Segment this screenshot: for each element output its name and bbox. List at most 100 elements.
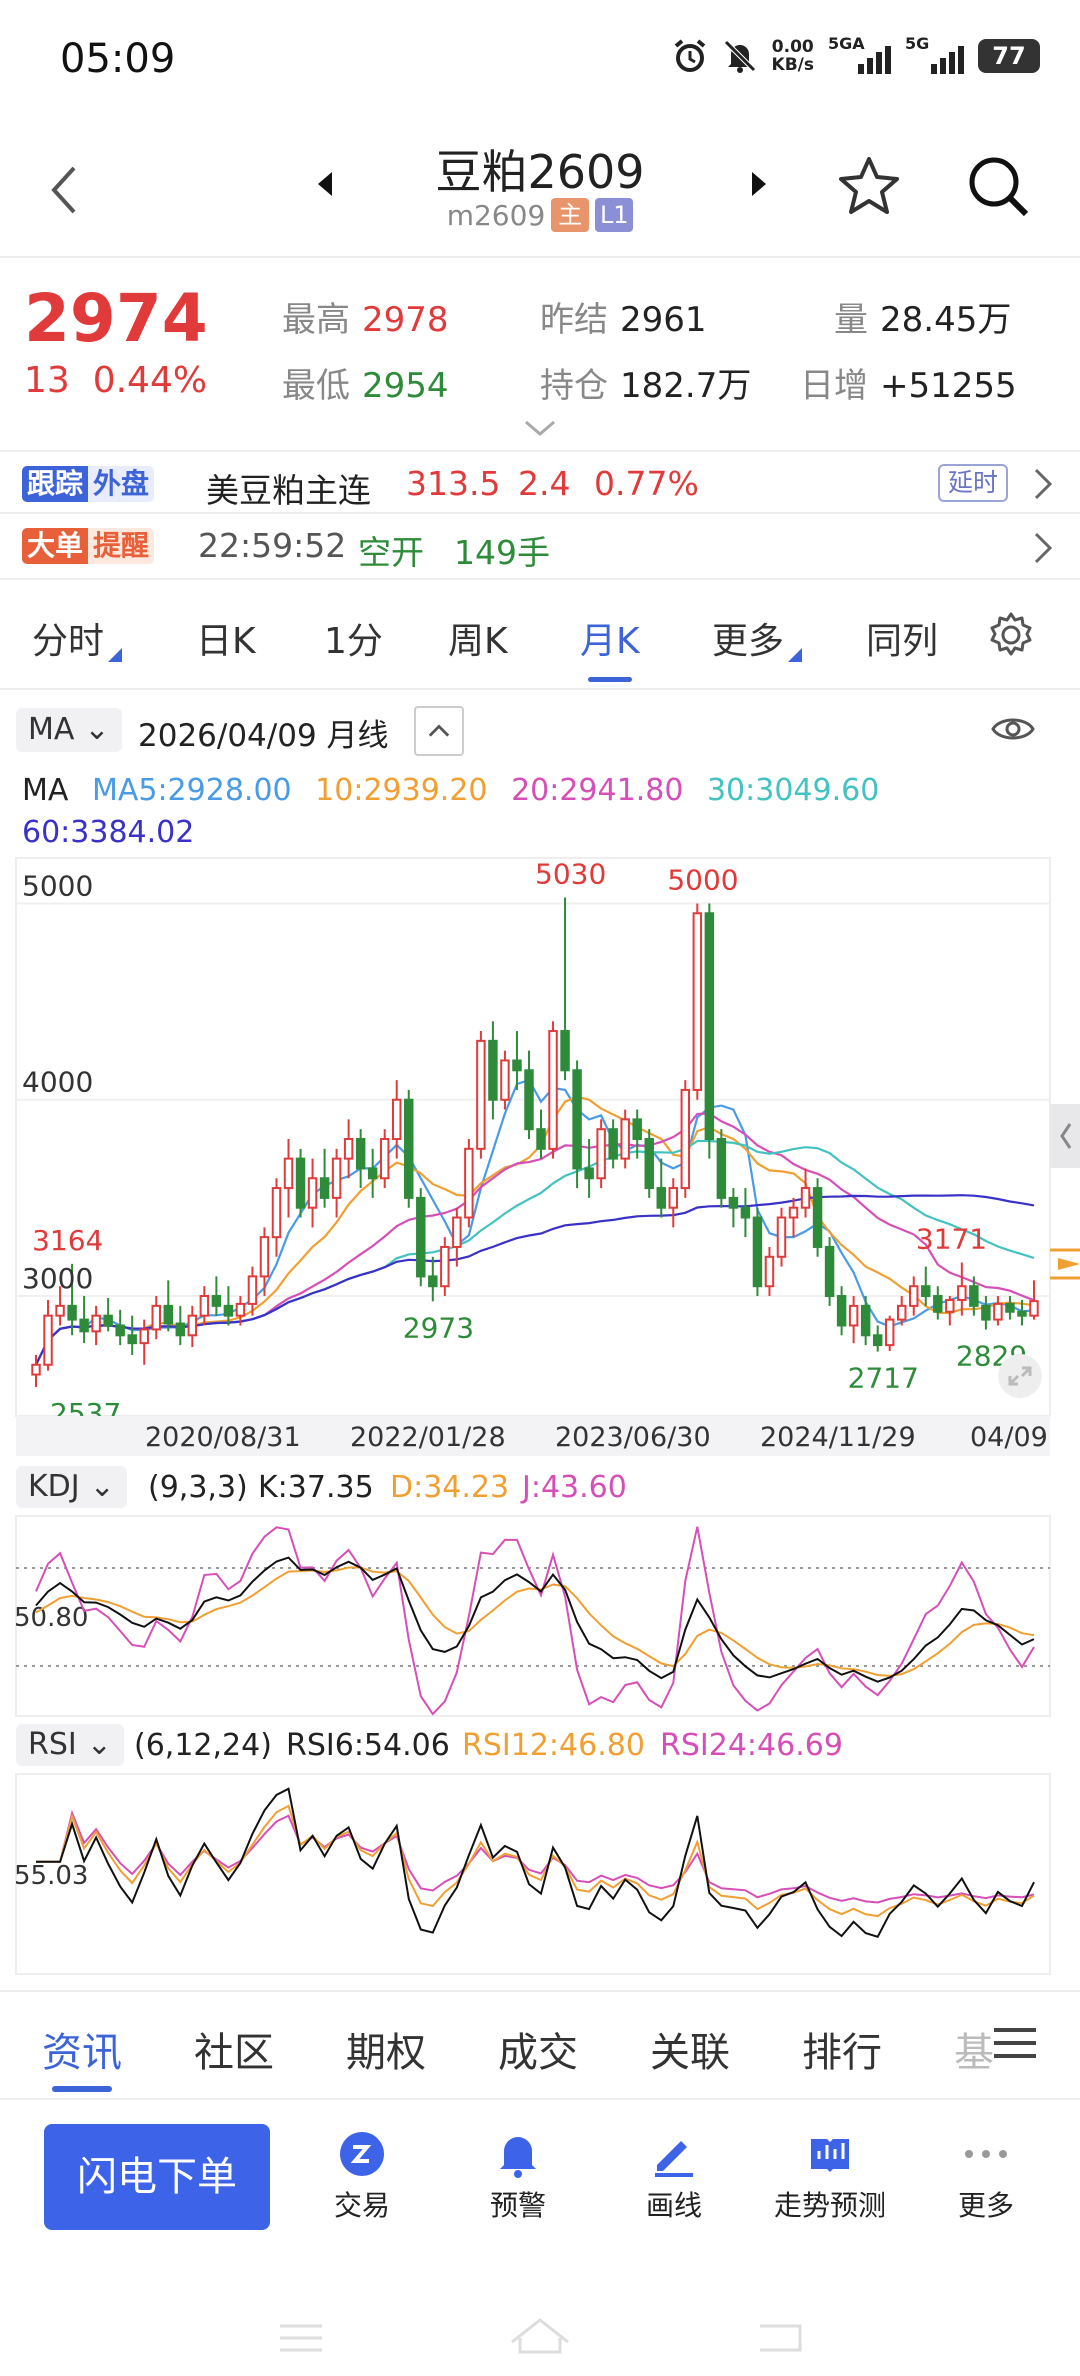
kdj-line bbox=[35, 1526, 1035, 1716]
alarm-icon bbox=[674, 39, 705, 72]
subnav-community[interactable]: 社区 bbox=[194, 2030, 274, 2076]
back-icon[interactable] bbox=[44, 160, 84, 220]
ma5-value: MA5:2928.00 bbox=[91, 773, 292, 808]
candle bbox=[584, 1139, 594, 1198]
level-tag: L1 bbox=[595, 198, 634, 232]
subnav-options[interactable]: 期权 bbox=[346, 2030, 426, 2076]
pen-icon bbox=[655, 2141, 693, 2177]
tab-weekly-k[interactable]: 周K bbox=[448, 621, 508, 662]
volume-stat: 量 28.45万 bbox=[834, 300, 1012, 340]
tab-monthly-k[interactable]: 月K bbox=[580, 612, 640, 682]
side-drawer-tab[interactable] bbox=[1050, 1104, 1080, 1168]
fullscreen-icon[interactable] bbox=[998, 1354, 1042, 1398]
subnav-related[interactable]: 关联 bbox=[650, 2030, 730, 2076]
tab-daily-k[interactable]: 日K bbox=[196, 621, 256, 662]
candle bbox=[921, 1266, 931, 1306]
candle bbox=[704, 903, 715, 1159]
candle bbox=[536, 1109, 546, 1159]
more-dots-icon bbox=[965, 2150, 1007, 2158]
subnav-fundamentals[interactable]: 基 bbox=[954, 2030, 994, 2076]
candle bbox=[764, 1246, 775, 1297]
candle bbox=[283, 1139, 294, 1218]
kdj-d: D:34.23 bbox=[390, 1470, 510, 1505]
rsi-params: (6,12,24) bbox=[134, 1728, 272, 1763]
battery-icon: 77 bbox=[978, 39, 1040, 73]
candle bbox=[728, 1188, 739, 1228]
signal-1-icon: 5GA bbox=[828, 34, 891, 74]
daily-increase-stat: 日增 +51255 bbox=[800, 366, 1017, 406]
subnav-trades[interactable]: 成交 bbox=[498, 2030, 578, 2076]
candle bbox=[163, 1280, 174, 1332]
expand-chevron-icon[interactable] bbox=[522, 418, 558, 438]
candle bbox=[1017, 1299, 1027, 1326]
kdj-select[interactable]: KDJ ⌄ bbox=[16, 1466, 127, 1508]
tab-1min[interactable]: 1分 bbox=[324, 621, 383, 662]
prev-contract-icon[interactable] bbox=[316, 170, 336, 198]
rsi-6: RSI6:54.06 bbox=[286, 1728, 450, 1763]
tab-more[interactable]: 更多 bbox=[712, 612, 803, 664]
tab-same-column[interactable]: 同列 bbox=[866, 621, 939, 662]
low-stat: 最低 2954 bbox=[282, 366, 449, 406]
candle bbox=[957, 1262, 967, 1316]
candle bbox=[199, 1286, 210, 1326]
chevron-down-icon: ⌄ bbox=[89, 1469, 115, 1504]
candle bbox=[91, 1305, 101, 1346]
external-change: 2.4 bbox=[518, 464, 571, 503]
candle bbox=[175, 1305, 186, 1346]
rsi-header: RSI ⌄ (6,12,24) RSI6:54.06 RSI12:46.80 RS… bbox=[0, 1722, 1080, 1772]
menu-icon[interactable] bbox=[994, 2028, 1036, 2067]
candle bbox=[776, 1207, 787, 1267]
more-button[interactable]: 更多 bbox=[916, 2124, 1056, 2224]
back-nav-icon[interactable] bbox=[760, 2324, 802, 2352]
candle bbox=[211, 1276, 222, 1316]
title-bar: 豆粕2609 m2609 主 L1 bbox=[0, 120, 1080, 258]
delay-badge: 延时 bbox=[938, 464, 1008, 502]
candle bbox=[103, 1298, 113, 1332]
chevron-right-icon[interactable] bbox=[1032, 466, 1054, 502]
candle bbox=[824, 1237, 835, 1306]
subnav-news[interactable]: 资讯 bbox=[42, 2020, 122, 2092]
rsi-chart[interactable]: 55.03 bbox=[0, 1772, 1080, 1978]
recent-apps-icon[interactable] bbox=[280, 2324, 322, 2352]
candle bbox=[247, 1266, 258, 1316]
candle bbox=[343, 1119, 354, 1179]
collapse-button[interactable] bbox=[414, 706, 464, 756]
contract-subtitle: m2609 主 L1 bbox=[0, 198, 1080, 232]
big-order-row[interactable]: 大单 提醒 22:59:52 空开 149手 bbox=[0, 514, 1080, 580]
high-stat: 最高 2978 bbox=[282, 300, 449, 340]
candle bbox=[933, 1286, 943, 1320]
indicator-select[interactable]: MA ⌄ bbox=[16, 708, 122, 752]
candle bbox=[295, 1148, 306, 1218]
subnav-ranking[interactable]: 排行 bbox=[802, 2030, 882, 2076]
big-order-time: 22:59:52 bbox=[198, 526, 347, 565]
trade-button[interactable]: 交易 bbox=[292, 2124, 432, 2224]
trend-forecast-button[interactable]: 走势预测 bbox=[760, 2124, 900, 2224]
kdj-header: KDJ ⌄ (9,3,3) K:37.35 D:34.23 J:43.60 bbox=[0, 1464, 1080, 1514]
candles bbox=[31, 897, 1039, 1387]
candle bbox=[367, 1148, 378, 1198]
gear-icon[interactable] bbox=[986, 610, 1036, 660]
next-contract-icon[interactable] bbox=[748, 170, 768, 198]
flash-order-button[interactable]: 闪电下单 bbox=[44, 2124, 270, 2230]
tab-intraday[interactable]: 分时 bbox=[32, 612, 123, 664]
alert-button[interactable]: 预警 bbox=[448, 2124, 588, 2224]
rsi-12: RSI12:46.80 bbox=[462, 1728, 645, 1763]
price-annotation: 5000 bbox=[667, 863, 738, 896]
draw-line-button[interactable]: 画线 bbox=[604, 2124, 744, 2224]
chart-date-label: 2026/04/09 月线 bbox=[138, 718, 389, 754]
home-icon[interactable] bbox=[511, 2318, 569, 2354]
candle bbox=[476, 1031, 486, 1159]
search-icon[interactable] bbox=[966, 154, 1032, 220]
big-order-qty: 149手 bbox=[454, 533, 550, 572]
rsi-select[interactable]: RSI ⌄ bbox=[16, 1724, 124, 1766]
favorite-star-icon[interactable] bbox=[836, 154, 902, 220]
x-axis-labels: 2020/08/31 2022/01/28 2023/06/30 2024/11/29… bbox=[145, 1422, 1048, 1453]
kdj-chart[interactable]: 50.80 bbox=[0, 1514, 1080, 1720]
candle bbox=[271, 1178, 282, 1257]
chevron-right-icon[interactable] bbox=[1032, 530, 1054, 566]
eye-icon[interactable] bbox=[990, 712, 1036, 746]
candle bbox=[259, 1227, 270, 1297]
price-annotation: 3171 bbox=[916, 1222, 987, 1255]
external-market-row[interactable]: 跟踪 外盘 美豆粕主连 313.5 2.4 0.77% 延时 bbox=[0, 450, 1080, 514]
